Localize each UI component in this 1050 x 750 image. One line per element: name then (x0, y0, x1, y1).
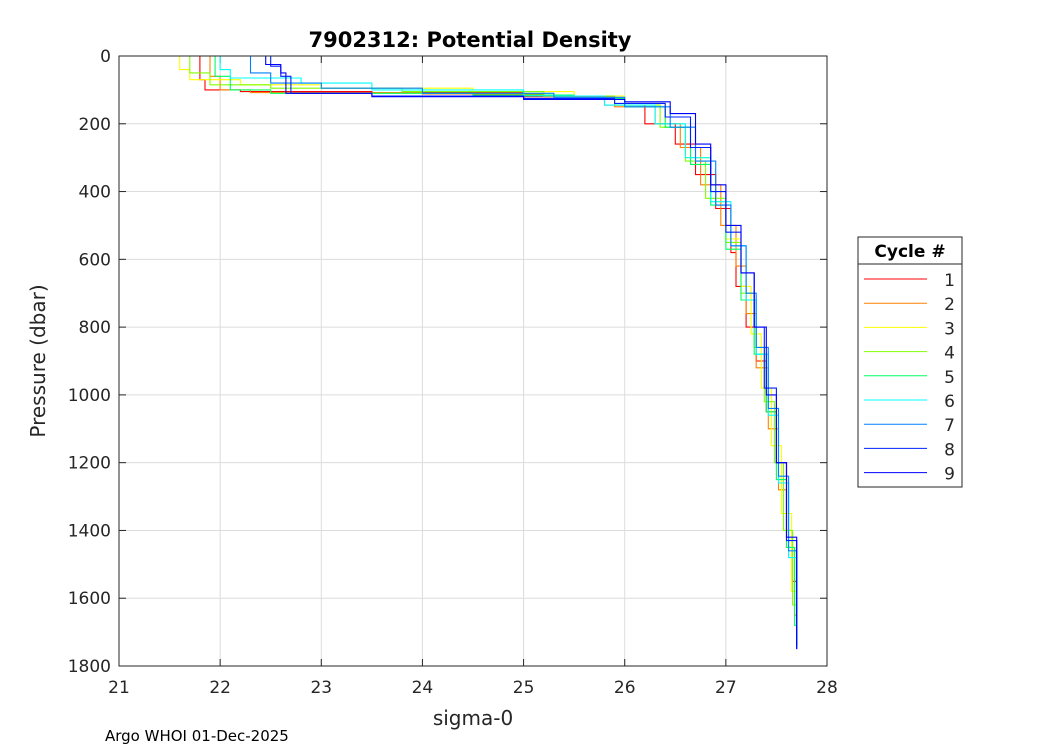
x-tick-label: 26 (614, 678, 636, 698)
y-tick-label: 1400 (68, 521, 111, 541)
grid (118, 55, 828, 667)
legend-label: 3 (944, 319, 955, 339)
legend-label: 9 (944, 465, 955, 485)
footer-text: Argo WHOI 01-Dec-2025 (105, 727, 289, 745)
tick-labels: 21 22 23 24 25 26 27 28 0 200 400 600 800 1000 1200 140… (68, 47, 838, 698)
y-axis-label: Pressure (dbar) (26, 284, 50, 437)
legend-label: 5 (944, 368, 955, 388)
series-lines (169, 55, 798, 650)
legend-label: 4 (944, 344, 955, 364)
legend-label: 8 (944, 440, 955, 460)
series-line-cycle-9 (260, 55, 798, 650)
y-tick-label: 0 (100, 47, 111, 67)
y-tick-label: 1800 (68, 657, 111, 677)
y-tick-label: 200 (79, 115, 111, 135)
x-tick-label: 28 (816, 678, 838, 698)
plot-box (118, 55, 828, 667)
x-axis-label: sigma-0 (433, 706, 513, 730)
x-tick-label: 24 (412, 678, 434, 698)
x-tick-label: 21 (108, 678, 130, 698)
x-tick-label: 27 (715, 678, 737, 698)
y-tick-label: 800 (79, 318, 111, 338)
y-tick-label: 1200 (68, 454, 111, 474)
legend-label: 7 (944, 416, 955, 436)
y-tick-label: 1000 (68, 386, 111, 406)
x-tick-label: 22 (209, 678, 231, 698)
legend-title: Cycle # (874, 242, 945, 262)
series-line-cycle-1 (199, 56, 798, 639)
y-tick-label: 1600 (68, 589, 111, 609)
legend-label: 2 (944, 295, 955, 315)
legend-label: 6 (944, 392, 955, 412)
legend-label: 1 (944, 271, 955, 291)
series-line-cycle-8 (265, 55, 798, 650)
x-tick-label: 25 (513, 678, 535, 698)
chart-title: 7902312: Potential Density (308, 28, 631, 52)
y-tick-label: 400 (79, 183, 111, 203)
legend: Cycle # 1 2 3 4 5 6 7 8 9 (857, 236, 963, 488)
x-tick-label: 23 (310, 678, 332, 698)
series-line-cycle-2 (205, 55, 798, 646)
y-tick-label: 600 (79, 250, 111, 270)
series-line-cycle-6 (215, 55, 798, 646)
